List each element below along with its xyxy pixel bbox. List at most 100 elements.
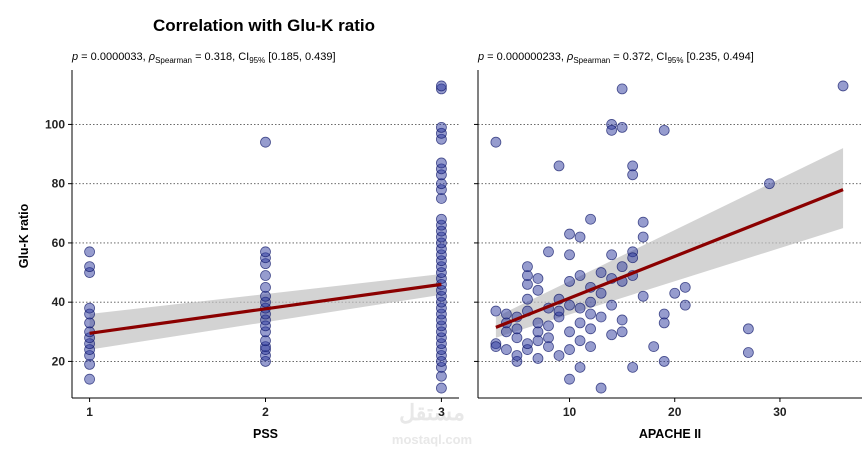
- figure-title: Correlation with Glu-K ratio: [153, 16, 375, 35]
- data-point: [564, 373, 575, 385]
- data-point: [606, 124, 618, 136]
- x-tick-label: 30: [773, 405, 787, 419]
- data-point: [742, 347, 754, 358]
- data-point: [564, 249, 575, 261]
- watermark-logo: مستقل: [399, 400, 465, 425]
- data-point: [637, 216, 649, 228]
- data-point: [522, 338, 533, 350]
- data-point: [616, 261, 628, 273]
- data-point: [84, 261, 95, 273]
- panel-subtitle: p = 0.0000033, ρSpearman = 0.318, CI95% …: [71, 51, 336, 65]
- data-point: [595, 311, 607, 323]
- data-point: [84, 302, 95, 314]
- data-point: [553, 305, 565, 317]
- data-point: [436, 157, 447, 169]
- data-point: [260, 270, 271, 281]
- data-point: [564, 299, 575, 311]
- regression-line: [89, 282, 442, 335]
- data-point: [679, 281, 691, 293]
- subtitle-rho-sub: Spearman: [573, 56, 610, 65]
- data-point: [627, 169, 639, 181]
- data-point: [532, 273, 544, 284]
- data-point: [585, 323, 596, 335]
- data-point: [511, 323, 523, 335]
- data-point: [84, 373, 95, 385]
- data-point: [574, 231, 586, 243]
- data-point: [436, 382, 447, 394]
- data-point: [260, 281, 271, 293]
- data-point: [658, 317, 670, 329]
- data-point: [627, 252, 639, 264]
- y-axis-label: Glu-K ratio: [17, 203, 31, 268]
- data-point: [637, 290, 649, 302]
- watermark-url: mostaql.com: [392, 432, 472, 447]
- subtitle-p-label: p: [477, 51, 484, 63]
- data-point: [553, 160, 565, 172]
- data-point: [574, 317, 586, 329]
- data-point: [637, 231, 649, 243]
- y-tick-label: 80: [52, 177, 66, 191]
- y-tick-label: 100: [45, 117, 65, 131]
- subtitle-rho-value: = 0.318, CI: [192, 51, 249, 63]
- subtitle-rho: ρ: [566, 51, 573, 63]
- data-point: [627, 361, 639, 373]
- data-point: [436, 80, 447, 92]
- x-tick-label: 3: [438, 405, 445, 419]
- subtitle-p-label: p: [71, 51, 78, 63]
- data-point: [837, 80, 849, 92]
- subtitle-rho: ρ: [148, 51, 155, 63]
- data-point: [532, 335, 544, 347]
- data-point: [532, 353, 544, 364]
- data-point: [585, 341, 596, 353]
- watermark: مستقل mostaql.com: [392, 400, 472, 447]
- subtitle-p-value: = 0.0000033,: [78, 51, 149, 63]
- data-point: [501, 326, 512, 338]
- y-tick-label: 60: [52, 236, 66, 250]
- data-point: [564, 228, 575, 240]
- data-point: [564, 326, 575, 338]
- data-point: [574, 302, 586, 314]
- data-point: [436, 213, 447, 225]
- data-point: [606, 329, 618, 341]
- subtitle-ci-sub: 95%: [667, 56, 683, 65]
- data-point: [260, 246, 271, 258]
- data-point: [490, 136, 502, 148]
- y-tick-label: 40: [52, 295, 66, 309]
- data-point: [742, 323, 754, 335]
- panel-pss: p = 0.0000033, ρSpearman = 0.318, CI95% …: [45, 51, 459, 441]
- data-point: [564, 276, 575, 287]
- data-point: [606, 299, 618, 311]
- subtitle-ci-value: [0.185, 0.439]: [265, 51, 335, 63]
- subtitle-ci-sub: 95%: [249, 56, 265, 65]
- data-point: [553, 350, 565, 361]
- data-point: [532, 317, 544, 329]
- x-tick-label: 20: [668, 405, 682, 419]
- subtitle-ci-value: [0.235, 0.494]: [683, 51, 753, 63]
- data-point: [585, 308, 596, 320]
- data-point: [511, 350, 523, 361]
- data-point: [84, 246, 95, 258]
- data-point: [436, 121, 447, 133]
- data-point: [648, 341, 660, 353]
- data-point: [658, 356, 670, 367]
- confidence-band: [495, 148, 844, 338]
- data-point: [585, 213, 596, 225]
- data-point: [490, 305, 502, 317]
- data-point: [616, 121, 628, 133]
- data-point: [543, 246, 554, 258]
- data-point: [669, 287, 681, 299]
- subtitle-rho-value: = 0.372, CI: [610, 51, 667, 63]
- x-axis-label: APACHE II: [639, 427, 701, 441]
- data-point: [574, 335, 586, 347]
- panel-apache-ii: p = 0.000000233, ρSpearman = 0.372, CI95…: [474, 51, 862, 441]
- x-axis-label: PSS: [253, 427, 278, 441]
- data-point: [616, 314, 628, 326]
- x-tick-label: 2: [262, 405, 269, 419]
- data-point: [501, 308, 512, 320]
- data-point: [616, 83, 628, 95]
- x-tick-label: 10: [563, 405, 577, 419]
- data-point: [543, 320, 554, 332]
- panel-subtitle: p = 0.000000233, ρSpearman = 0.372, CI95…: [477, 51, 754, 65]
- data-point: [522, 261, 533, 273]
